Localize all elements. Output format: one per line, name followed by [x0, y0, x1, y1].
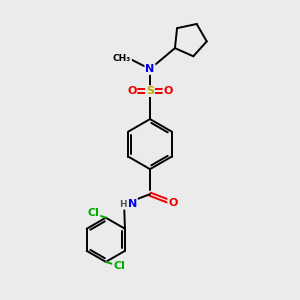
Text: Cl: Cl [88, 208, 99, 218]
Text: N: N [146, 64, 154, 74]
Text: O: O [164, 86, 173, 96]
Text: N: N [128, 199, 137, 209]
Text: O: O [168, 198, 178, 208]
Text: H: H [119, 200, 126, 209]
Text: CH₃: CH₃ [113, 54, 131, 63]
Text: S: S [146, 86, 154, 96]
Text: O: O [127, 86, 136, 96]
Text: Cl: Cl [113, 261, 125, 271]
